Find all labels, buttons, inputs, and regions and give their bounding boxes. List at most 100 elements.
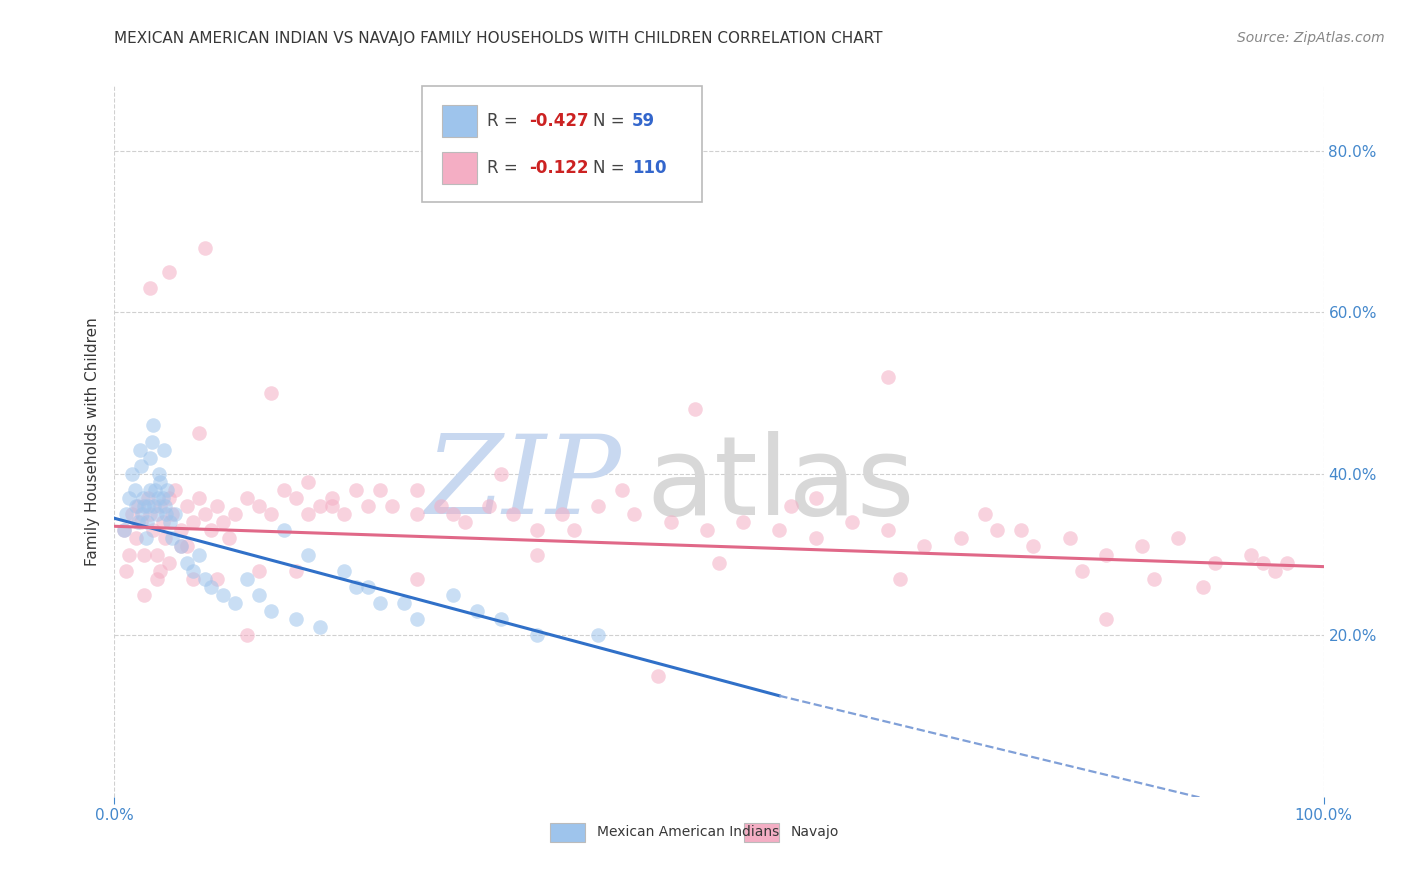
Point [586, 499, 609, 513]
Point [181, 515, 204, 529]
Point [139, 483, 162, 497]
Point [145, 548, 167, 562]
Point [194, 572, 217, 586]
Point [381, 499, 404, 513]
Text: MEXICAN AMERICAN INDIAN VS NAVAJO FAMILY HOUSEHOLDS WITH CHILDREN CORRELATION CH: MEXICAN AMERICAN INDIAN VS NAVAJO FAMILY… [114, 31, 883, 46]
Point [986, 524, 1008, 538]
Point [205, 572, 228, 586]
Point [733, 515, 755, 529]
Point [163, 483, 186, 497]
Point [153, 532, 176, 546]
Point [152, 491, 174, 505]
Point [368, 483, 391, 497]
Point [112, 524, 135, 538]
Point [344, 580, 367, 594]
Point [889, 572, 911, 586]
Point [143, 483, 166, 497]
Point [128, 442, 150, 457]
Point [132, 491, 155, 505]
Point [247, 564, 270, 578]
Point [405, 483, 427, 497]
Point [260, 604, 283, 618]
Point [187, 491, 209, 505]
Point [194, 507, 217, 521]
Point [1070, 564, 1092, 578]
Text: Navajo: Navajo [790, 825, 839, 839]
Point [260, 507, 283, 521]
Point [212, 515, 235, 529]
Point [526, 548, 548, 562]
Point [156, 483, 179, 497]
Point [465, 604, 488, 618]
Text: 59: 59 [631, 112, 655, 130]
Point [841, 515, 863, 529]
Point [212, 588, 235, 602]
Point [170, 540, 193, 554]
Point [357, 580, 380, 594]
Point [489, 612, 512, 626]
Point [124, 483, 146, 497]
Point [368, 596, 391, 610]
Point [478, 499, 501, 513]
Point [143, 499, 166, 513]
Point [1167, 532, 1189, 546]
Point [149, 499, 172, 513]
Point [157, 491, 180, 505]
Point [112, 524, 135, 538]
Point [284, 491, 307, 505]
Text: N =: N = [592, 159, 630, 177]
Point [877, 370, 900, 384]
Point [357, 499, 380, 513]
Text: R =: R = [486, 159, 523, 177]
Point [659, 515, 682, 529]
Point [163, 507, 186, 521]
Point [297, 548, 319, 562]
Point [127, 515, 149, 529]
Point [136, 491, 159, 505]
Point [405, 572, 427, 586]
Point [405, 612, 427, 626]
Point [176, 499, 198, 513]
Point [260, 386, 283, 401]
Point [224, 507, 246, 521]
Text: atlas: atlas [647, 431, 915, 538]
Point [157, 265, 180, 279]
Point [142, 524, 165, 538]
Point [139, 281, 162, 295]
Point [308, 499, 330, 513]
Point [297, 507, 319, 521]
Point [224, 596, 246, 610]
Text: -0.427: -0.427 [529, 112, 589, 130]
Point [152, 515, 174, 529]
Point [321, 491, 343, 505]
Point [441, 507, 464, 521]
Point [1095, 612, 1118, 626]
Point [405, 507, 427, 521]
Point [181, 564, 204, 578]
Point [804, 532, 827, 546]
Text: 110: 110 [631, 159, 666, 177]
Point [502, 507, 524, 521]
Point [170, 524, 193, 538]
Point [139, 507, 162, 521]
Point [1191, 580, 1213, 594]
Point [146, 491, 169, 505]
Point [176, 540, 198, 554]
Point [914, 540, 936, 554]
Point [149, 475, 172, 489]
Point [647, 668, 669, 682]
Text: R =: R = [486, 112, 523, 130]
Point [877, 524, 900, 538]
Point [129, 458, 152, 473]
Point [141, 434, 163, 449]
Point [1240, 548, 1263, 562]
Y-axis label: Family Households with Children: Family Households with Children [86, 318, 100, 566]
Point [136, 499, 159, 513]
Point [321, 499, 343, 513]
Point [1264, 564, 1286, 578]
Point [139, 450, 162, 465]
Point [768, 524, 790, 538]
Text: N =: N = [592, 112, 630, 130]
Point [1204, 556, 1226, 570]
Point [1010, 524, 1032, 538]
